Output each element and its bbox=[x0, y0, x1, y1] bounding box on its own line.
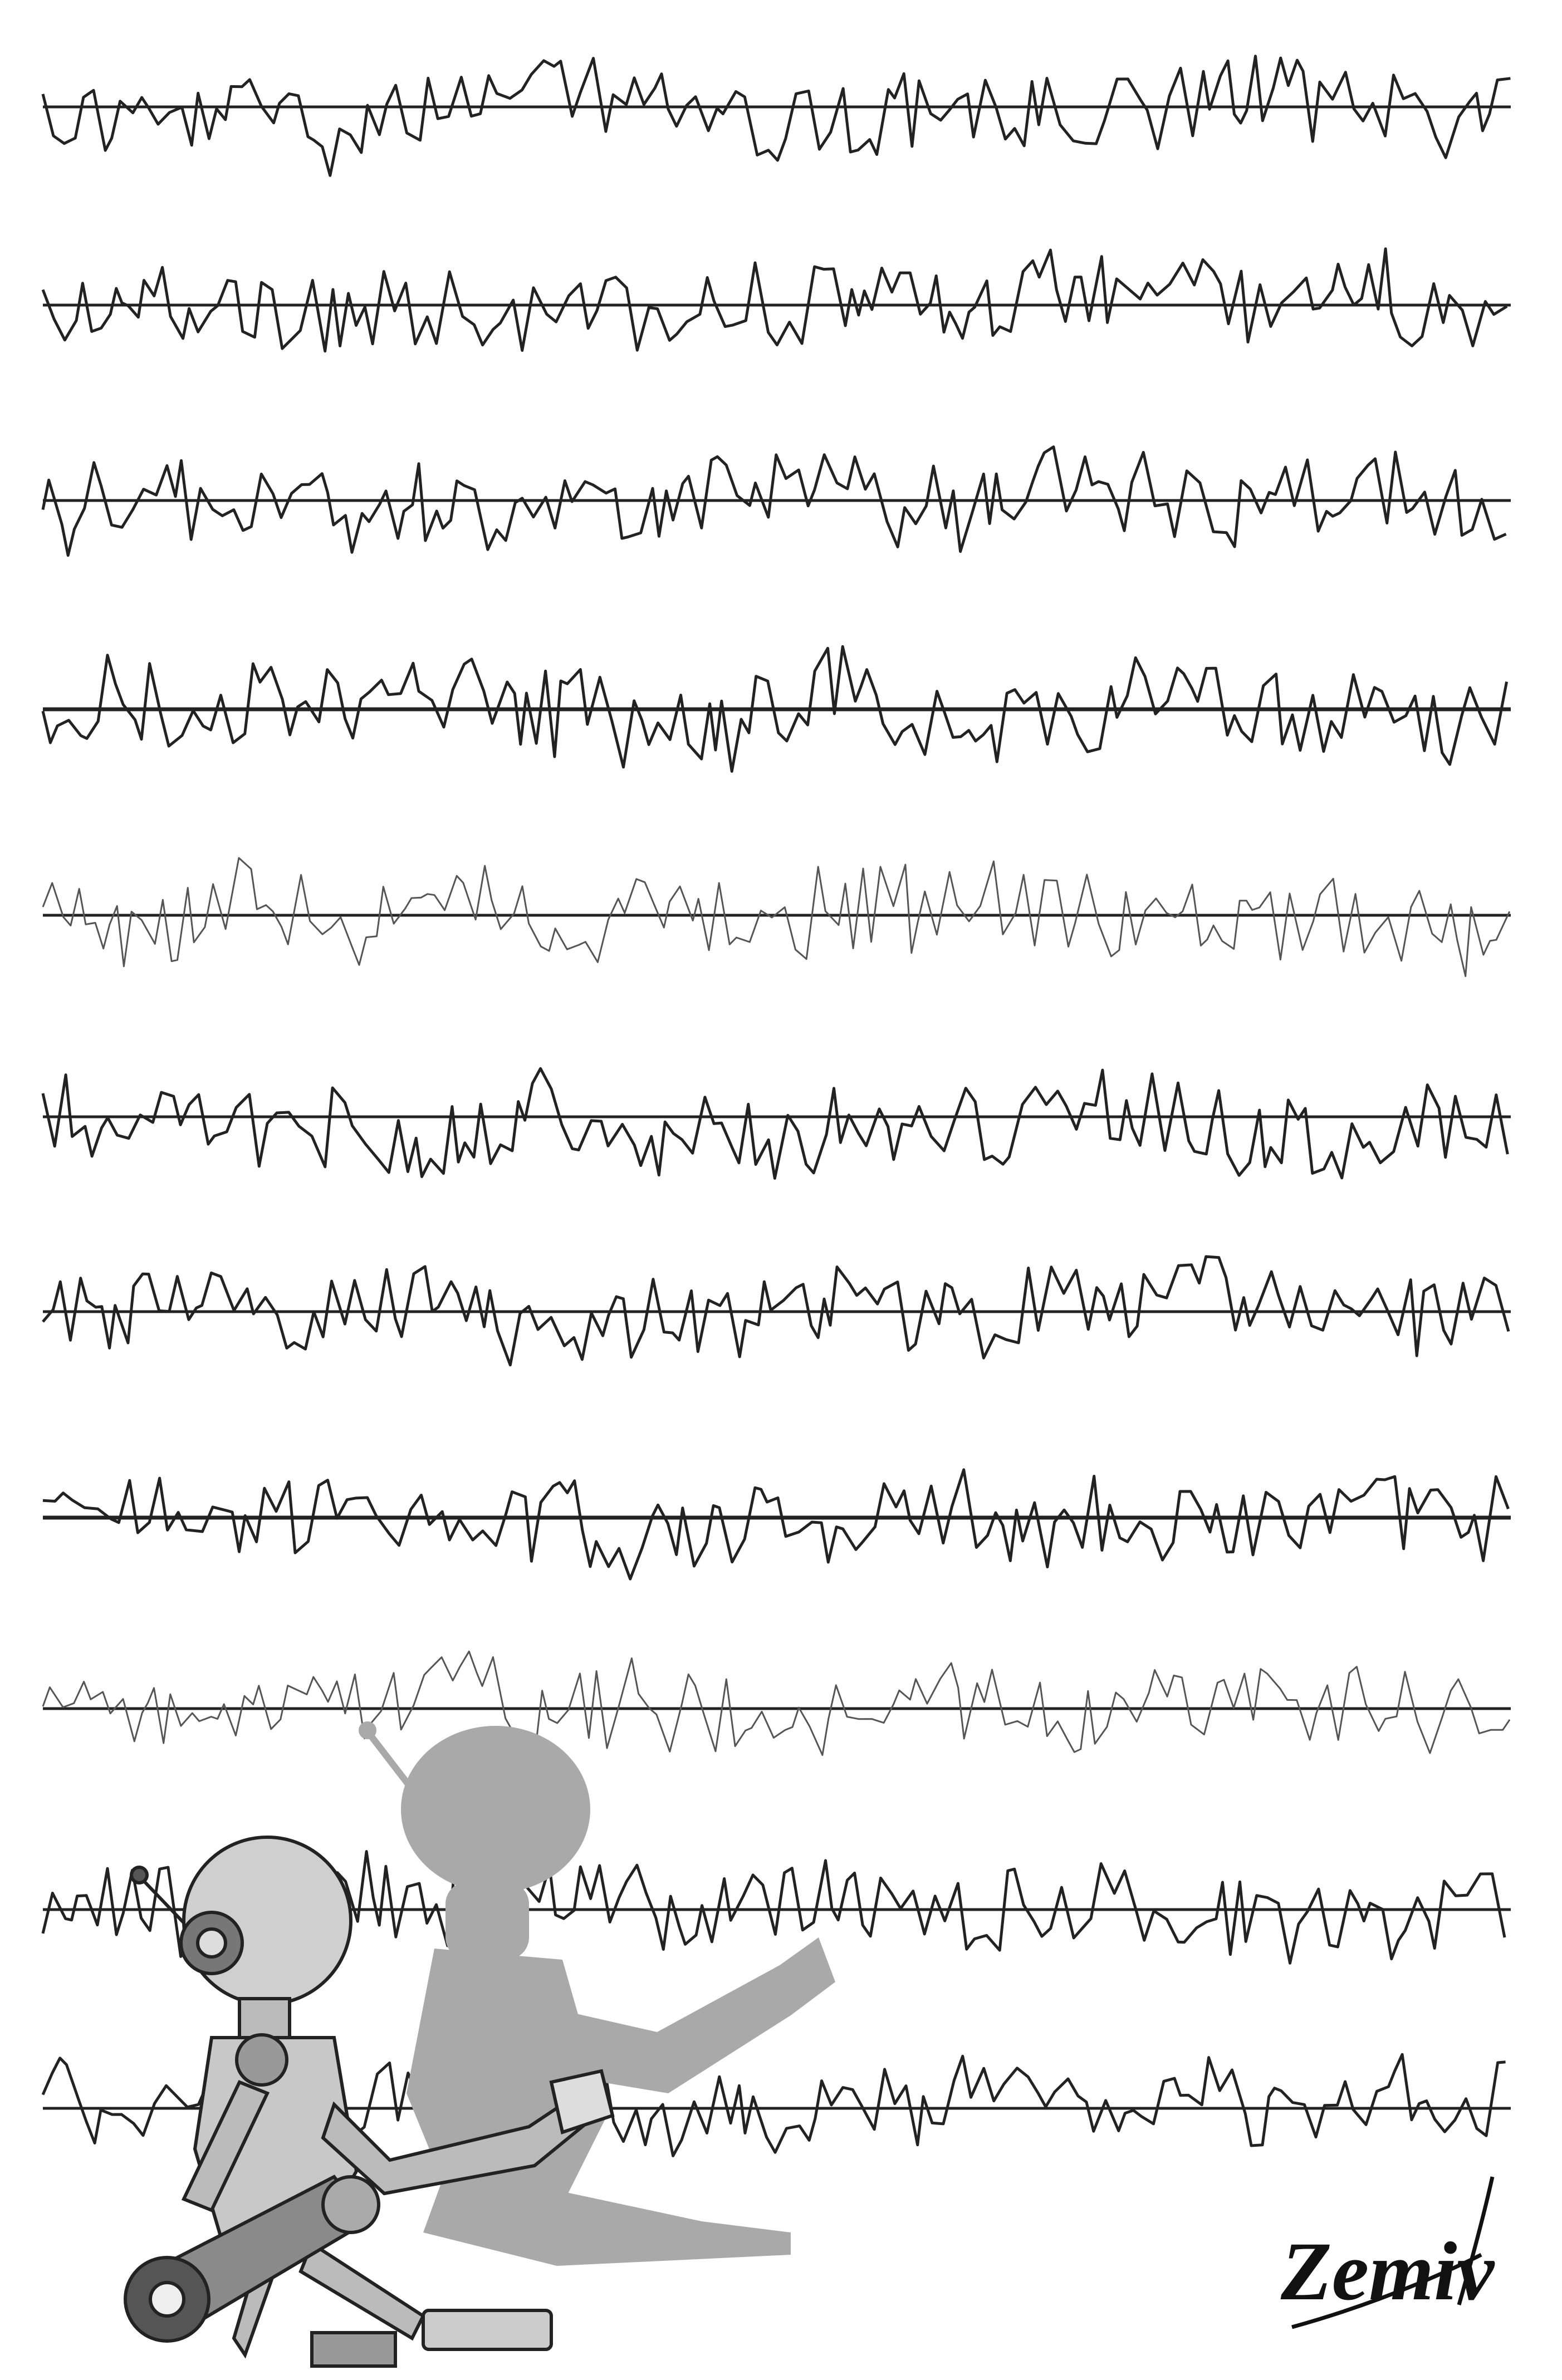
wave-trace bbox=[41, 247, 1508, 353]
antenna-tip bbox=[130, 1866, 149, 1885]
arm bbox=[535, 1937, 835, 2093]
wave-trace bbox=[41, 1067, 1509, 1180]
traces bbox=[41, 55, 1511, 2157]
wave-trace bbox=[41, 445, 1507, 557]
robot bbox=[124, 1836, 615, 2368]
wave-trace bbox=[41, 645, 1509, 773]
head bbox=[401, 1726, 590, 1893]
leg bbox=[298, 2241, 425, 2341]
gear bbox=[321, 2175, 380, 2234]
antenna-tip bbox=[359, 1721, 376, 1739]
foot bbox=[422, 2309, 553, 2351]
signature: Zemiv bbox=[1280, 2225, 1495, 2318]
ear-inner bbox=[196, 1927, 227, 1959]
neck bbox=[445, 1882, 529, 1960]
shoulder bbox=[235, 2033, 288, 2087]
wave-trace bbox=[42, 1255, 1510, 1367]
wave-trace bbox=[42, 1468, 1510, 1581]
wave-trace bbox=[41, 55, 1511, 177]
legs bbox=[423, 2171, 791, 2266]
signature-flourish bbox=[1291, 2176, 1495, 2329]
wheel-hub bbox=[149, 2281, 185, 2318]
wave-trace bbox=[42, 1650, 1511, 1756]
neck bbox=[238, 1997, 291, 2039]
wave-trace bbox=[42, 857, 1511, 977]
left-arm bbox=[181, 2080, 270, 2212]
hand bbox=[549, 2069, 615, 2134]
foot bbox=[310, 2331, 397, 2368]
